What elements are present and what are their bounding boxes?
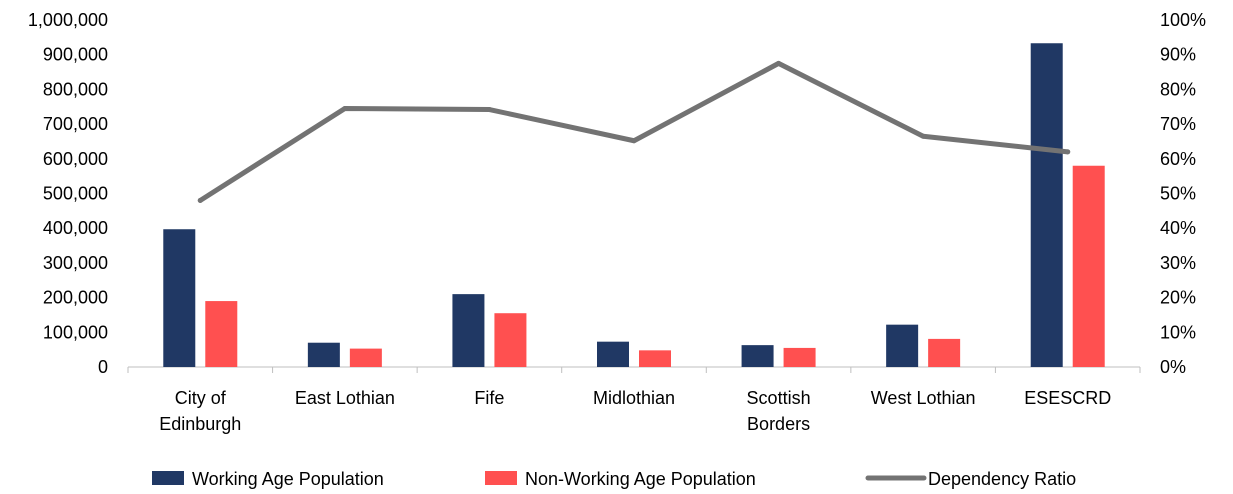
bar-working-age-population	[1030, 43, 1063, 368]
bar-non-working-age-population	[205, 301, 238, 367]
legend-swatch	[485, 471, 517, 485]
category-label: City of Edinburgh	[159, 388, 241, 434]
category-label: ESESCRD	[1024, 388, 1111, 408]
bar-non-working-age-population	[494, 313, 527, 367]
bar-working-age-population	[597, 341, 629, 367]
line-point	[631, 138, 637, 144]
legend-label: Working Age Population	[192, 469, 384, 489]
left-tick-label: 700,000	[43, 114, 108, 134]
left-tick-label: 600,000	[43, 149, 108, 169]
right-tick-label: 60%	[1160, 149, 1196, 169]
right-tick-label: 20%	[1160, 288, 1196, 308]
left-tick-label: 400,000	[43, 218, 108, 238]
right-y-axis: 0% 10% 20% 30% 40% 50% 60% 70% 80% 90% 100%	[1160, 10, 1206, 377]
left-y-axis: 0 100,000 200,000 300,000 400,000 500,000 600,…	[28, 10, 108, 377]
legend: Working Age Population Non-Working Age Po…	[152, 469, 1076, 489]
bar-working-age-population	[307, 342, 340, 367]
left-tick-label: 1,000,000	[28, 10, 108, 30]
bar-working-age-population	[741, 345, 774, 367]
left-tick-label: 100,000	[43, 322, 108, 342]
category-label: Fife	[474, 388, 504, 408]
category-label: Midlothian	[593, 388, 675, 408]
bar-non-working-age-population	[639, 350, 671, 367]
line-point	[197, 197, 203, 203]
x-axis: City of Edinburgh East Lothian Fife Midlothi…	[127, 366, 1141, 434]
bar-working-age-population	[452, 294, 485, 367]
right-tick-label: 90%	[1160, 45, 1196, 65]
right-tick-label: 80%	[1160, 79, 1196, 99]
left-tick-label: 800,000	[43, 79, 108, 99]
bar-working-age-population	[163, 229, 196, 367]
right-tick-label: 10%	[1160, 322, 1196, 342]
right-tick-label: 70%	[1160, 114, 1196, 134]
line-point	[342, 105, 348, 111]
category-label: Scottish Borders	[747, 388, 811, 434]
line-layer	[197, 60, 1071, 203]
legend-swatch	[152, 471, 184, 485]
legend-label: Dependency Ratio	[928, 469, 1076, 489]
bar-non-working-age-population	[783, 347, 816, 367]
right-tick-label: 0%	[1160, 357, 1186, 377]
line-point	[486, 107, 492, 113]
legend-label: Non-Working Age Population	[525, 469, 756, 489]
right-tick-label: 40%	[1160, 218, 1196, 238]
bar-non-working-age-population	[1072, 165, 1105, 367]
left-tick-label: 500,000	[43, 184, 108, 204]
line-point	[920, 133, 926, 139]
category-label: East Lothian	[295, 388, 395, 408]
left-tick-label: 0	[98, 357, 108, 377]
right-tick-label: 50%	[1160, 184, 1196, 204]
category-label: West Lothian	[871, 388, 976, 408]
bar-working-age-population	[886, 324, 919, 367]
left-tick-label: 300,000	[43, 253, 108, 273]
line-point	[776, 60, 782, 66]
bar-non-working-age-population	[928, 338, 961, 367]
bar-non-working-age-population	[349, 348, 382, 367]
left-tick-label: 200,000	[43, 288, 108, 308]
right-tick-label: 100%	[1160, 10, 1206, 30]
left-tick-label: 900,000	[43, 45, 108, 65]
line-point	[1065, 149, 1071, 155]
bars-layer	[163, 43, 1105, 368]
right-tick-label: 30%	[1160, 253, 1196, 273]
line-dependency-ratio	[197, 60, 1071, 203]
